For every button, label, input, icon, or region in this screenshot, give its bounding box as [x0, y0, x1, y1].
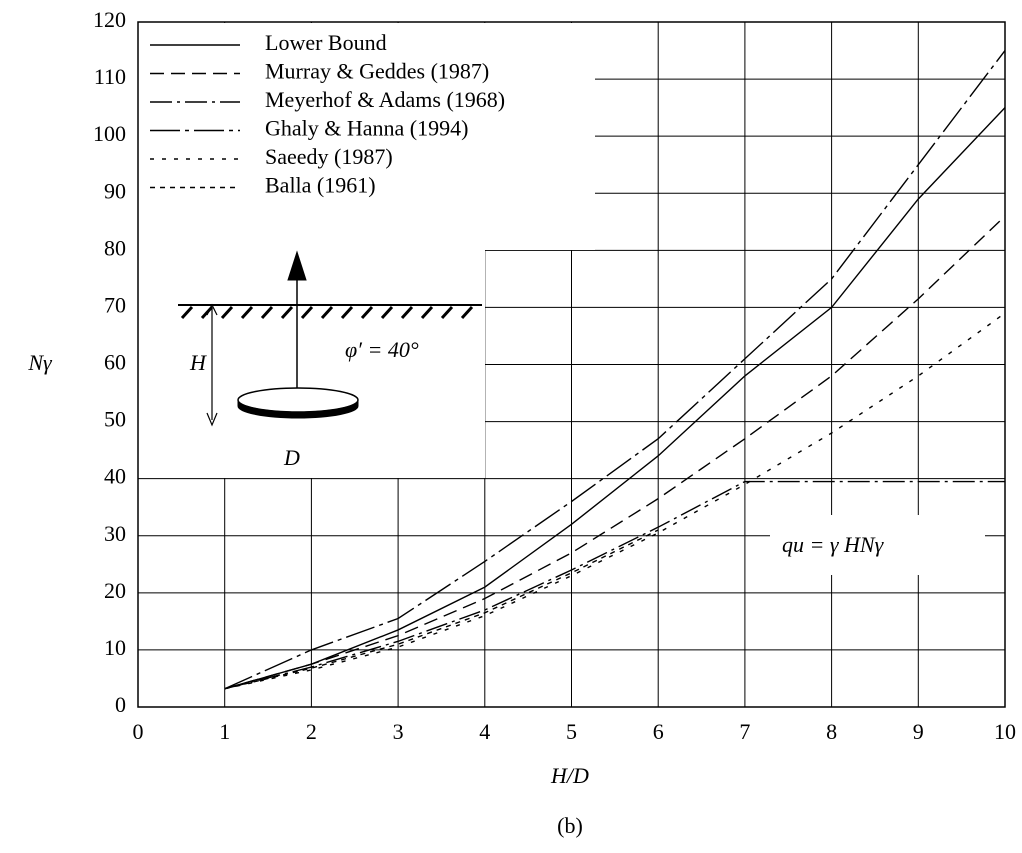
plot-frame	[137, 21, 1006, 708]
legend-label: Murray & Geddes (1987)	[265, 59, 489, 84]
series-line	[224, 50, 1006, 690]
y-tick-label: 40	[104, 464, 126, 489]
x-tick-label: 9	[913, 719, 924, 744]
series-group	[224, 50, 1006, 690]
legend-label: Balla (1961)	[265, 173, 376, 198]
caption: (b)	[557, 813, 583, 838]
y-tick-label: 120	[93, 7, 126, 32]
y-tick-label: 20	[104, 578, 126, 603]
x-tick-label: 4	[479, 719, 490, 744]
y-tick-label: 80	[104, 235, 126, 260]
y-tick-label: 10	[104, 635, 126, 660]
x-tick-label: 7	[739, 719, 750, 744]
y-tick-label: 70	[104, 292, 126, 317]
inset-diagram	[178, 250, 482, 427]
x-tick-label: 0	[133, 719, 144, 744]
series-line	[224, 107, 1006, 690]
y-tick-label: 30	[104, 521, 126, 546]
series-line	[224, 529, 659, 690]
x-tick-label: 5	[566, 719, 577, 744]
formula-background	[770, 515, 985, 575]
y-tick-label: 100	[93, 121, 126, 146]
angle-annotation: φ′ = 40°	[345, 337, 419, 362]
x-tick-label: 3	[393, 719, 404, 744]
legend-label: Saeedy (1987)	[265, 144, 393, 169]
x-tick-label: 2	[306, 719, 317, 744]
x-axis-label: H/D	[550, 763, 589, 788]
series-line	[224, 215, 1006, 690]
diameter-label: D	[283, 445, 300, 470]
legend: Lower Bound Murray & Geddes (1987) Meyerho…	[150, 30, 505, 198]
x-tick-label: 8	[826, 719, 837, 744]
legend-label: Meyerhof & Adams (1968)	[265, 87, 505, 112]
x-tick-label: 1	[219, 719, 230, 744]
y-tick-label: 0	[115, 692, 126, 717]
series-line	[224, 312, 1006, 690]
formula-annotation: qu = γ HNγ	[782, 532, 885, 557]
y-tick-label: 50	[104, 407, 126, 432]
legend-label: Ghaly & Hanna (1994)	[265, 116, 468, 141]
series-line	[224, 480, 1005, 690]
legend-label: Lower Bound	[265, 30, 387, 55]
y-tick-label: 60	[104, 350, 126, 375]
y-axis-label: Nγ	[27, 350, 53, 375]
x-tick-label: 6	[653, 719, 664, 744]
y-tick-label: 90	[104, 178, 126, 203]
x-tick-label: 10	[994, 719, 1016, 744]
depth-label: H	[189, 350, 207, 375]
y-tick-label: 110	[94, 64, 126, 89]
